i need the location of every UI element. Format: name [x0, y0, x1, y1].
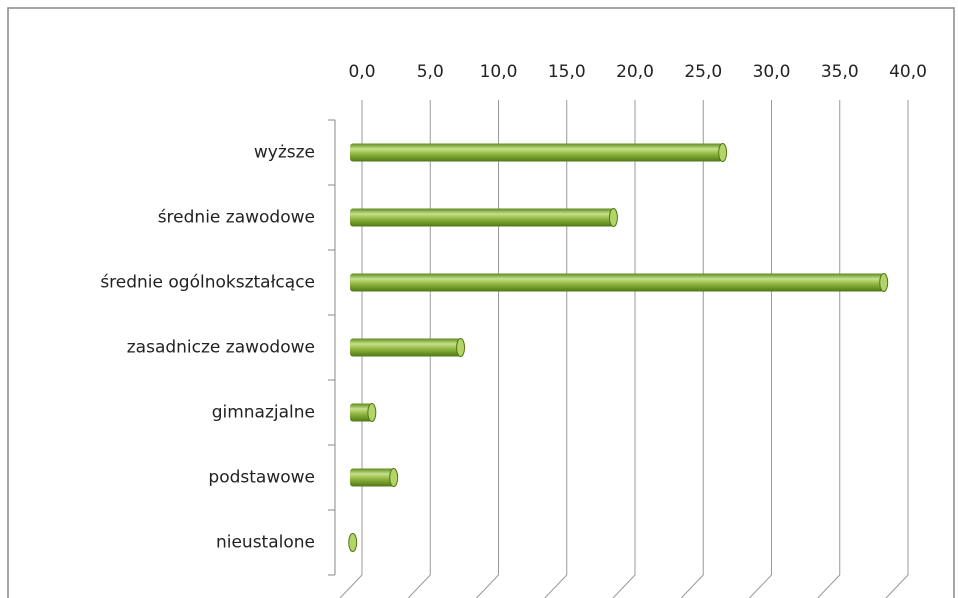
floor-line — [680, 574, 704, 598]
x-tick-label: 10,0 — [480, 62, 518, 82]
chart-border — [7, 7, 955, 598]
x-tick-label: 5,0 — [417, 62, 444, 82]
y-tick-label: średnie zawodowe — [158, 208, 315, 228]
bar-cap — [389, 468, 399, 487]
bar — [350, 468, 394, 487]
y-tick-label: podstawowe — [208, 468, 315, 488]
x-tick-label: 15,0 — [548, 62, 586, 82]
x-tick-label: 35,0 — [821, 62, 859, 82]
y-tick-label: zasadnicze zawodowe — [127, 338, 315, 358]
bar-cap — [718, 143, 728, 162]
bar — [350, 338, 461, 357]
x-tick-label: 40,0 — [889, 62, 927, 82]
y-tick-label: wyższe — [254, 143, 315, 163]
x-tick-label: 25,0 — [684, 62, 722, 82]
bar-cap — [456, 338, 466, 357]
floor-line — [817, 574, 841, 598]
x-tick-label: 30,0 — [753, 62, 791, 82]
y-tick-label: średnie ogólnokształcące — [100, 273, 315, 293]
y-tick-label: nieustalone — [216, 533, 315, 553]
bar — [350, 403, 372, 422]
y-tick-label: gimnazjalne — [212, 403, 315, 423]
floor-line — [544, 574, 568, 598]
bar — [350, 273, 884, 292]
bar-cap — [348, 533, 358, 552]
floor-line — [612, 574, 636, 598]
floor-line — [476, 574, 499, 598]
floor-line — [749, 574, 772, 598]
x-tick-label: 0,0 — [348, 62, 375, 82]
bar-cap — [879, 273, 889, 292]
bar-cap — [608, 208, 618, 227]
bar-cap — [367, 403, 377, 422]
bar — [350, 143, 723, 162]
x-tick-label: 20,0 — [616, 62, 654, 82]
floor-line — [885, 574, 909, 598]
floor-line — [407, 574, 431, 598]
bar — [350, 208, 614, 227]
floor-line — [339, 574, 363, 598]
